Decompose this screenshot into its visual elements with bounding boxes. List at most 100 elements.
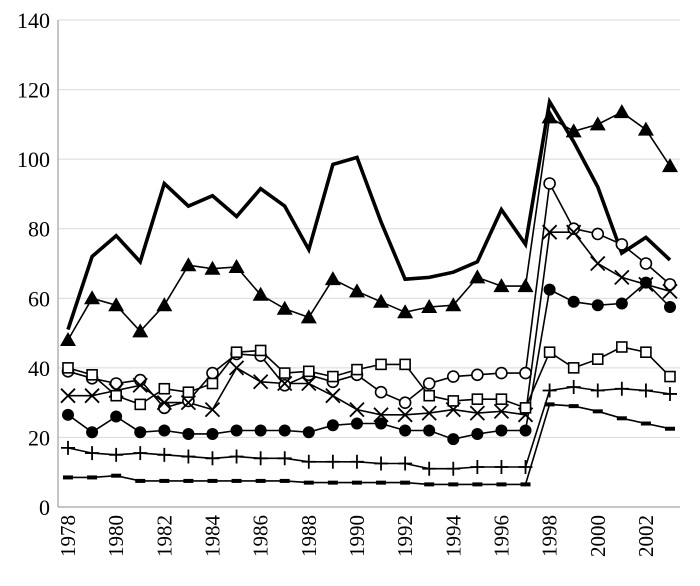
data-point-square-open — [206, 377, 219, 390]
data-point-plus — [325, 454, 340, 469]
data-point-circle-open — [543, 177, 556, 190]
x-tick-label: 2000 — [586, 515, 610, 557]
data-point-dash — [207, 478, 218, 483]
x-tick-label: 1990 — [345, 515, 369, 557]
data-point-triangle — [204, 260, 221, 275]
x-tick-label: 1994 — [441, 515, 465, 558]
data-point-square-open — [423, 389, 436, 402]
data-point-triangle — [156, 297, 173, 312]
data-point-x — [397, 407, 413, 423]
data-point-dash — [111, 473, 122, 478]
data-point-circle-open — [133, 373, 147, 387]
data-point-dash — [544, 402, 555, 407]
data-point-plus — [157, 447, 172, 462]
data-point-dash — [231, 478, 242, 483]
data-point-dash — [665, 426, 675, 431]
x-tick-label: 1996 — [489, 515, 513, 557]
axes — [57, 20, 680, 508]
data-point-circle-open — [639, 257, 653, 270]
data-point-triangle — [589, 116, 606, 131]
data-point-triangle — [324, 271, 341, 286]
data-point-square-open — [616, 341, 628, 353]
data-point-square-open — [664, 370, 676, 383]
data-point-square-open — [110, 389, 122, 402]
data-point-triangle — [108, 297, 125, 312]
data-point-plus — [542, 383, 557, 398]
data-point-plus — [85, 446, 100, 461]
x-tick-label: 1984 — [200, 515, 224, 558]
data-point-plus — [614, 381, 629, 396]
data-point-circle-filled — [519, 424, 532, 437]
series-markers-6 — [62, 341, 676, 414]
series-markers-8 — [63, 402, 675, 487]
data-point-circle-filled — [326, 419, 339, 432]
y-tick-label: 40 — [28, 356, 50, 381]
data-point-triangle — [565, 123, 582, 138]
data-point-circle-filled — [350, 417, 363, 430]
data-point-x — [566, 224, 582, 240]
x-tick-label: 1988 — [297, 515, 321, 557]
data-point-circle-filled — [278, 424, 291, 437]
data-point-triangle — [180, 257, 197, 272]
data-point-square-open — [134, 398, 147, 411]
series-markers-7 — [61, 379, 677, 476]
data-point-square-open — [495, 393, 508, 405]
y-tick-label: 60 — [28, 286, 50, 311]
data-point-square-open — [230, 346, 243, 359]
y-tick-label: 20 — [28, 425, 50, 450]
data-point-circle-open — [591, 227, 605, 241]
x-tick-label: 1980 — [104, 515, 128, 557]
x-axis-tick-labels: 1978 1980 1982 1984 1986 1988 1990 1992 1994 1996… — [56, 515, 658, 558]
data-point-plus — [470, 459, 485, 474]
data-point-triangle — [445, 297, 462, 312]
data-point-circle-filled — [591, 299, 604, 312]
data-point-square-open — [640, 346, 652, 359]
data-point-square-open — [375, 358, 387, 371]
data-point-dash — [327, 480, 338, 485]
data-point-circle-filled — [615, 297, 628, 310]
data-point-x — [204, 401, 221, 418]
series-line-5 — [67, 281, 671, 441]
data-point-circle-filled — [62, 408, 74, 421]
data-point-x — [228, 360, 245, 376]
data-point-dash — [63, 475, 73, 480]
data-point-circle-filled — [375, 417, 388, 430]
data-point-triangle — [637, 121, 654, 136]
x-tick-label: 1992 — [393, 515, 417, 557]
data-point-plus — [277, 451, 292, 466]
series-markers-2 — [60, 104, 678, 347]
data-point-circle-filled — [134, 426, 147, 439]
data-point-dash — [400, 480, 411, 485]
data-point-square-open — [302, 365, 315, 378]
data-point-dash — [279, 478, 290, 483]
data-point-triangle — [662, 158, 678, 173]
data-point-triangle — [541, 109, 558, 124]
data-point-circle-open — [206, 366, 219, 380]
data-point-plus — [398, 456, 413, 471]
data-point-circle-filled — [543, 283, 556, 296]
data-point-plus — [61, 440, 75, 455]
data-point-square-open — [399, 358, 411, 371]
data-point-circle-open — [615, 238, 629, 251]
data-point-x — [156, 395, 172, 411]
data-point-dash — [520, 482, 531, 487]
data-point-x — [493, 403, 510, 419]
data-point-x — [662, 283, 678, 299]
data-point-triangle — [300, 309, 317, 324]
data-point-square-open — [447, 395, 460, 407]
data-point-plus — [205, 451, 220, 466]
data-point-triangle — [493, 278, 510, 293]
data-point-plus — [663, 386, 677, 401]
data-point-plus — [253, 451, 268, 466]
data-point-circle-filled — [447, 433, 460, 446]
data-point-square-open — [471, 393, 484, 405]
data-point-dash — [424, 482, 435, 487]
data-point-dash — [159, 478, 170, 483]
data-point-triangle — [421, 298, 438, 313]
data-point-square-open — [567, 362, 580, 374]
data-point-circle-open — [109, 377, 123, 390]
y-axis-tick-labels: 0 20 40 60 80 100 120 140 — [17, 8, 50, 520]
data-point-circle-filled — [639, 276, 652, 289]
data-point-plus — [181, 449, 196, 464]
